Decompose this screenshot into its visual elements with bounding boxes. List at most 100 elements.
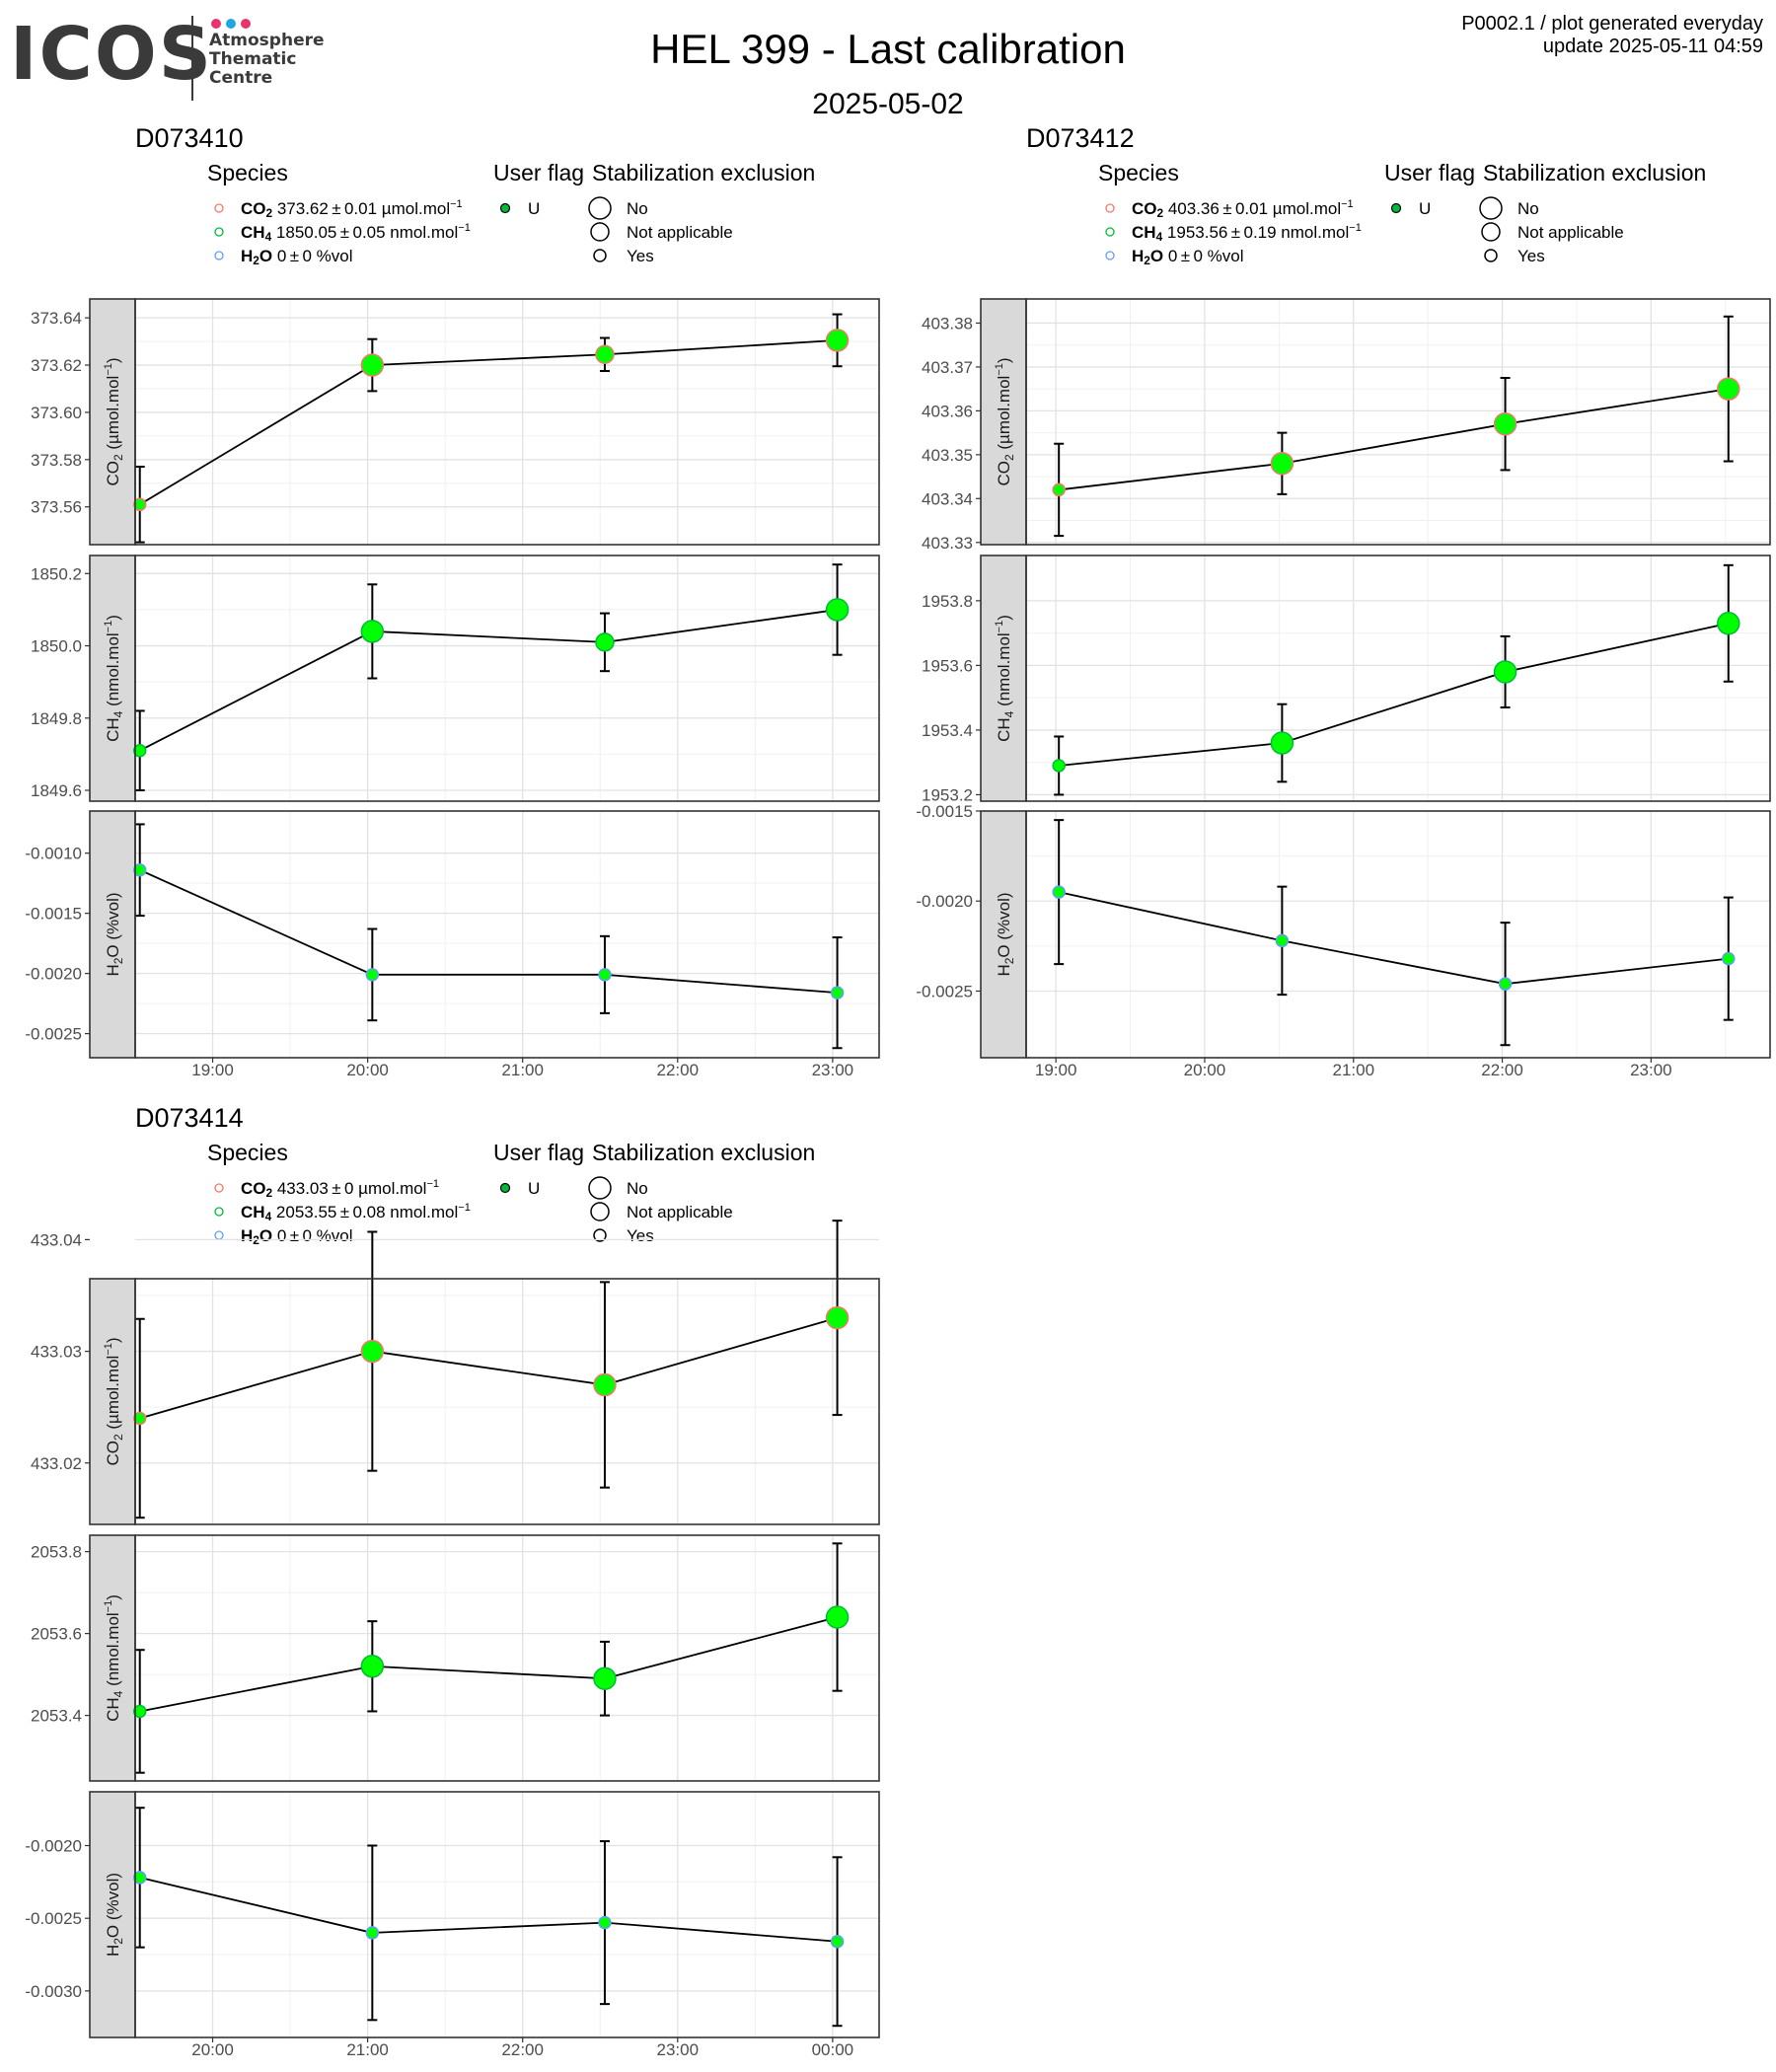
- y-tick-label: 1953.2: [922, 785, 973, 804]
- legend-key-CH4: [214, 1207, 224, 1217]
- data-point: [593, 1666, 617, 1690]
- generation-line-1: P0002.1 / plot generated everyday: [1461, 13, 1763, 35]
- y-tick-label: -0.0030: [25, 1982, 82, 2001]
- strip-label-part: CH: [104, 1697, 122, 1722]
- species-tspan: CH: [241, 223, 265, 242]
- legend-entry-CH4: CH4 1850.05 ± 0.05 nmol.mol−1: [241, 222, 471, 244]
- series-line: [139, 1316, 838, 1420]
- data-point: [825, 329, 850, 352]
- legend-value: 2053.55 ± 0.08 nmol.mol: [271, 1203, 458, 1221]
- panel-CH4: 2053.4 2053.6 2053.8 CH4 (nmol.mol−1): [31, 1534, 880, 1782]
- legend-key-CO2: [214, 203, 224, 213]
- legend-stab-title: Stabilization exclusion: [592, 160, 815, 185]
- strip-label-part: 4: [111, 1690, 125, 1697]
- y-tick-label: -0.0020: [25, 965, 82, 984]
- data-point: [825, 1605, 850, 1629]
- x-tick-label: 21:00: [501, 1061, 544, 1079]
- legend-stab-key: [1484, 249, 1498, 262]
- strip-label: CO2 (µmol.mol−1): [103, 357, 125, 485]
- data-point: [360, 353, 385, 377]
- legend-value: 0 ± 0 %vol: [1163, 247, 1243, 265]
- y-tick-label: 403.36: [922, 402, 973, 420]
- panel-CO2: 373.56 373.58 373.60 373.62 373.64 CO2 (µmol.…: [31, 298, 880, 546]
- data-point: [1275, 933, 1290, 948]
- legend-flag-label: U: [528, 1179, 540, 1198]
- legend-stab-title: Stabilization exclusion: [592, 1140, 815, 1165]
- legend-value: 0 ± 0 %vol: [272, 1226, 352, 1245]
- strip-label-part: CO: [104, 461, 122, 486]
- strip-label-part: (nmol.mol: [995, 632, 1013, 710]
- legend-entry-CO2: CO2 403.36 ± 0.01 µmol.mol−1: [1132, 198, 1354, 220]
- plot-background: [135, 299, 879, 545]
- strip-label-part: 2: [111, 1434, 125, 1441]
- data-point: [132, 1704, 147, 1719]
- data-point: [365, 968, 380, 982]
- strip-label-part: −1: [103, 1343, 114, 1356]
- strip-label-part: −1: [994, 621, 1005, 633]
- legend-entry-H2O: H2O 0 ± 0 %vol: [241, 1226, 352, 1247]
- data-point: [1493, 660, 1517, 684]
- x-tick-label: 23:00: [1630, 1061, 1672, 1079]
- legend-unit-exponent: −1: [458, 222, 471, 234]
- chart-title: HEL 399 - Last calibration: [650, 26, 1126, 72]
- plot-background: [1026, 811, 1770, 1058]
- legend-stab-label: Not applicable: [627, 1203, 733, 1221]
- chart-subtitle: 2025-05-02: [812, 88, 964, 120]
- y-tick-label: 2053.8: [31, 1543, 82, 1562]
- logo-subtitle: Atmosphere Thematic Centre: [209, 32, 325, 88]
- logo-dot: [226, 19, 236, 29]
- species-tspan: 4: [1156, 230, 1163, 244]
- y-tick-label: 1953.8: [922, 592, 973, 611]
- data-point: [360, 1655, 385, 1678]
- strip-label-part: O (%vol): [104, 1873, 122, 1938]
- series-line: [139, 868, 838, 995]
- data-point: [1717, 612, 1740, 635]
- data-point: [132, 743, 147, 758]
- x-tick-label: 00:00: [812, 2040, 854, 2059]
- legend-key-CO2: [1105, 203, 1115, 213]
- y-tick-label: -0.0010: [25, 845, 82, 863]
- strip-label-part: ): [104, 1337, 122, 1343]
- plot-background: [135, 811, 879, 1058]
- y-tick-label: 373.58: [31, 451, 82, 470]
- y-tick-label: -0.0020: [916, 892, 973, 911]
- strip-label: H2O (%vol): [104, 1873, 125, 1957]
- species-tspan: 4: [265, 1210, 272, 1223]
- strip-label-part: 2: [1002, 454, 1016, 461]
- data-point: [132, 497, 147, 512]
- strip-label-part: O (%vol): [995, 892, 1013, 957]
- legend-flag-label: U: [1419, 199, 1431, 218]
- series-line: [139, 1877, 838, 1943]
- legend-stab-label: Yes: [627, 1226, 654, 1245]
- legend-flag-key: [1390, 202, 1402, 214]
- data-point: [1270, 731, 1295, 755]
- strip-label-part: H: [995, 964, 1013, 976]
- species-tspan: CH: [241, 1203, 265, 1221]
- legend-species-title: Species: [207, 160, 288, 185]
- x-tick-label: 21:00: [1332, 1061, 1374, 1079]
- data-point: [1052, 759, 1066, 773]
- strip-label-part: 2: [1002, 957, 1016, 964]
- logo-dots: [211, 16, 256, 34]
- legend-stab-key: [1479, 196, 1503, 220]
- strip-label-part: H: [104, 964, 122, 976]
- legend-key-CH4: [214, 227, 224, 237]
- legend-stab-label: No: [627, 199, 648, 218]
- icos-logo: ICOS: [10, 12, 214, 97]
- strip-label-part: 4: [1002, 710, 1016, 717]
- species-tspan: 2: [266, 1186, 273, 1200]
- strip-label-part: H: [104, 1945, 122, 1957]
- y-tick-label: 1849.8: [31, 709, 82, 728]
- panel-strip: [980, 555, 1027, 802]
- strip-label-part: ): [995, 357, 1013, 363]
- data-point: [830, 986, 845, 999]
- strip-label: CH4 (nmol.mol−1): [103, 1594, 125, 1722]
- data-point: [132, 1411, 147, 1426]
- data-point: [360, 1339, 385, 1364]
- strip-label-part: ): [104, 615, 122, 621]
- species-tspan: H: [241, 247, 253, 265]
- data-point: [132, 863, 147, 877]
- data-point: [1493, 411, 1517, 436]
- x-tick-label: 22:00: [657, 1061, 700, 1079]
- plot-background: [135, 1279, 879, 1524]
